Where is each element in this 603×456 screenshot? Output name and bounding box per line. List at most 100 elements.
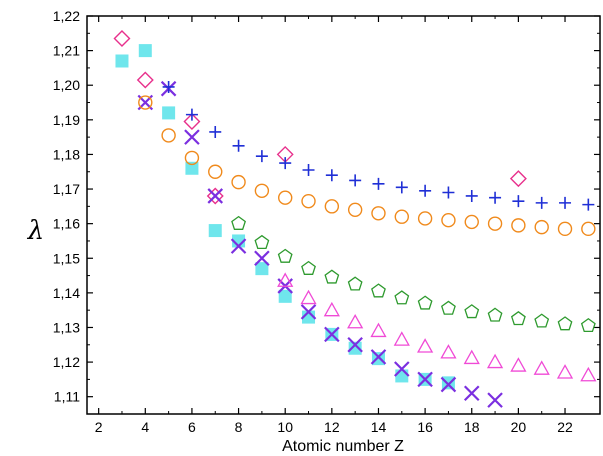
y-tick-label: 1,17 [53, 181, 80, 197]
data-point-plus [582, 198, 595, 211]
data-point-x [487, 392, 503, 408]
data-point-pentagon [464, 304, 480, 319]
data-point-plus [489, 191, 502, 204]
data-point-plus [325, 169, 338, 182]
data-point-triangle [277, 272, 294, 287]
data-point-x [230, 238, 247, 254]
x-tick-label: 14 [371, 419, 387, 435]
data-point-x [300, 304, 317, 320]
data-point-triangle [510, 357, 527, 372]
data-point-circle [371, 206, 386, 221]
data-point-x [394, 361, 410, 377]
data-point-circle [324, 199, 340, 214]
data-point-square [348, 341, 362, 355]
data-point-square [208, 224, 222, 238]
data-point-circle [511, 218, 526, 233]
data-point-circle [347, 202, 363, 218]
data-point-triangle [580, 366, 597, 382]
data-point-circle [231, 174, 246, 190]
x-tick-label: 20 [511, 419, 527, 435]
x-axis-label: Atomic number Z [282, 438, 404, 455]
data-point-x [370, 349, 387, 365]
data-point-plus [279, 157, 292, 170]
data-point-plus [419, 184, 432, 197]
y-tick-label: 1,19 [53, 112, 80, 128]
data-point-plus [349, 174, 362, 187]
data-point-square [115, 54, 129, 68]
y-tick-label: 1,21 [53, 43, 80, 59]
data-point-plus [559, 196, 572, 209]
y-axis-label: λ [27, 216, 44, 246]
data-point-circle [138, 95, 153, 110]
data-point-x [463, 385, 480, 402]
data-point-pentagon [417, 295, 433, 310]
data-point-plus [209, 125, 222, 138]
data-point-triangle [347, 313, 364, 329]
data-point-diamond [113, 30, 131, 47]
data-point-square [185, 161, 199, 175]
data-point-circle [464, 214, 479, 230]
data-point-circle [417, 211, 433, 226]
x-tick-label: 22 [557, 419, 573, 435]
data-point-triangle [486, 353, 504, 369]
data-point-triangle [440, 344, 457, 359]
y-tick-label: 1,13 [53, 319, 80, 335]
data-point-plus [185, 108, 198, 121]
x-tick-label: 8 [235, 419, 243, 435]
data-point-plus [162, 80, 175, 93]
x-tick-label: 4 [141, 419, 149, 435]
x-tick-label: 16 [417, 419, 433, 435]
data-point-pentagon [301, 260, 316, 275]
data-point-circle [208, 164, 223, 179]
data-point-triangle [393, 331, 410, 346]
data-point-circle [278, 190, 293, 205]
data-point-square [162, 106, 176, 120]
data-point-pentagon [487, 307, 503, 322]
data-point-triangle [417, 338, 434, 353]
x-axis-ticks: 2 4 6 8 10 12 14 16 18 20 22 [95, 16, 573, 435]
data-point-x [207, 188, 224, 204]
data-point-circle [441, 212, 456, 228]
data-point-square [441, 376, 455, 390]
data-point-pentagon [394, 290, 410, 305]
data-point-square [395, 369, 409, 383]
data-point-pentagon [324, 269, 340, 284]
y-tick-label: 1,22 [53, 8, 80, 24]
data-point-pentagon [347, 276, 363, 291]
x-tick-label: 12 [324, 419, 340, 435]
y-tick-label: 1,11 [54, 389, 80, 405]
data-point-plus [442, 186, 455, 199]
data-point-triangle [300, 289, 317, 305]
data-point-x [440, 376, 457, 393]
data-point-plus [372, 177, 385, 190]
data-point-pentagon [580, 317, 596, 333]
data-point-circle [254, 183, 270, 198]
x-tick-label: 6 [188, 419, 196, 435]
data-point-triangle [556, 364, 574, 379]
data-point-square [371, 352, 385, 366]
data-point-x [417, 371, 433, 388]
data-point-pentagon [441, 300, 456, 315]
x-tick-label: 2 [95, 419, 103, 435]
data-point-circle [161, 128, 176, 143]
data-point-pentagon [277, 248, 293, 263]
data-markers [113, 30, 597, 408]
data-point-square [278, 289, 292, 303]
data-point-circle [394, 209, 409, 224]
data-point-triangle [370, 322, 387, 338]
data-point-diamond [136, 71, 154, 89]
data-point-diamond [183, 113, 201, 131]
data-point-plus [255, 150, 268, 163]
data-point-circle [301, 193, 316, 209]
y-tick-label: 1,20 [53, 77, 80, 93]
data-point-x [254, 250, 270, 267]
data-point-diamond [206, 187, 224, 205]
data-point-circle [557, 221, 573, 237]
data-point-plus [465, 189, 478, 202]
plot-frame [86, 15, 601, 415]
data-point-triangle [533, 360, 550, 375]
y-tick-label: 1,15 [53, 250, 80, 266]
data-point-pentagon [510, 311, 526, 326]
data-point-plus [232, 139, 245, 152]
